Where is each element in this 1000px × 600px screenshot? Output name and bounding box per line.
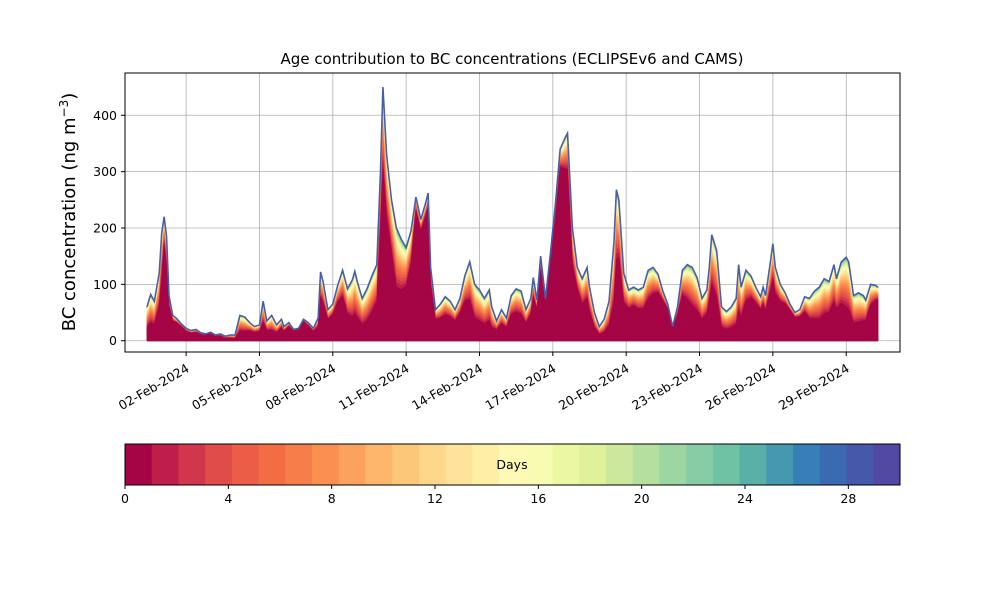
x-tick-label: 02-Feb-2024 [116,361,192,413]
plot-frame [124,72,901,353]
colorbar-swatch [686,444,714,485]
colorbar-swatch [178,444,206,485]
x-tick-label: 29-Feb-2024 [776,361,852,413]
colorbar-swatch [632,444,660,485]
colorbar-swatch [525,444,554,485]
colorbar-swatch [285,444,313,485]
y-tick-label: 0 [109,333,117,348]
colorbar-swatch [392,444,420,485]
colorbar-swatch [151,444,179,485]
colorbar-swatch [739,444,767,485]
stacked-age-areas [146,87,879,342]
colorbar-tick-label: 0 [121,491,129,506]
colorbar-swatch [365,444,393,485]
x-axis-ticks: 02-Feb-202405-Feb-202408-Feb-202411-Feb-… [116,352,852,413]
colorbar [124,443,901,486]
colorbar-swatch [766,444,794,485]
colorbar-swatch [819,444,848,485]
colorbar-swatch [552,444,580,485]
chart-title: Age contribution to BC concentrations (E… [281,50,744,68]
y-tick-label: 400 [93,108,117,123]
x-tick-label: 14-Feb-2024 [409,361,485,413]
y-axis-label: BC concentration (ng m−3) [57,93,80,332]
colorbar-swatch [445,444,473,485]
colorbar-swatch [472,444,500,485]
x-tick-label: 20-Feb-2024 [556,361,632,413]
y-axis-label-main: BC concentration (ng m [59,117,80,331]
colorbar-swatch [418,444,447,485]
x-tick-label: 08-Feb-2024 [262,361,338,413]
colorbar-tick-label: 24 [737,491,753,506]
colorbar-swatch [846,444,874,485]
colorbar-swatch [312,444,340,485]
colorbar-swatch [579,444,607,485]
y-axis-label-close: ) [59,93,80,100]
y-tick-label: 100 [93,277,117,292]
colorbar-tick-label: 12 [427,491,443,506]
y-axis-ticks: 0 100 200 300 400 [93,108,125,348]
colorbar-tick-label: 16 [530,491,546,506]
colorbar-tick-label: 4 [224,491,232,506]
colorbar-swatch [258,444,286,485]
y-axis-label-sup: −3 [57,100,71,118]
colorbar-swatch [231,444,260,485]
colorbar-swatch [499,444,527,485]
colorbar-frame [124,443,901,486]
colorbar-tick-label: 20 [634,491,650,506]
age-area-0 [146,166,879,342]
x-tick-label: 17-Feb-2024 [483,361,559,413]
colorbar-ticks: 0 4 8 12 16 20 24 28 [121,485,856,506]
y-tick-label: 300 [93,164,117,179]
colorbar-swatch [659,444,687,485]
colorbar-swatch [793,444,821,485]
x-tick-label: 11-Feb-2024 [336,361,412,413]
y-tick-label: 200 [93,221,117,236]
colorbar-label: Days [496,457,527,472]
colorbar-tick-label: 8 [328,491,336,506]
total-outline [146,87,879,338]
colorbar-swatch [338,444,367,485]
x-tick-label: 26-Feb-2024 [703,361,779,413]
x-tick-label: 23-Feb-2024 [629,361,705,413]
colorbar-swatch [712,444,741,485]
colorbar-swatch [873,444,901,485]
colorbar-swatch [205,444,233,485]
colorbar-swatch [125,444,153,485]
colorbar-tick-label: 28 [840,491,856,506]
x-tick-label: 05-Feb-2024 [189,361,265,413]
colorbar-swatch [606,444,634,485]
